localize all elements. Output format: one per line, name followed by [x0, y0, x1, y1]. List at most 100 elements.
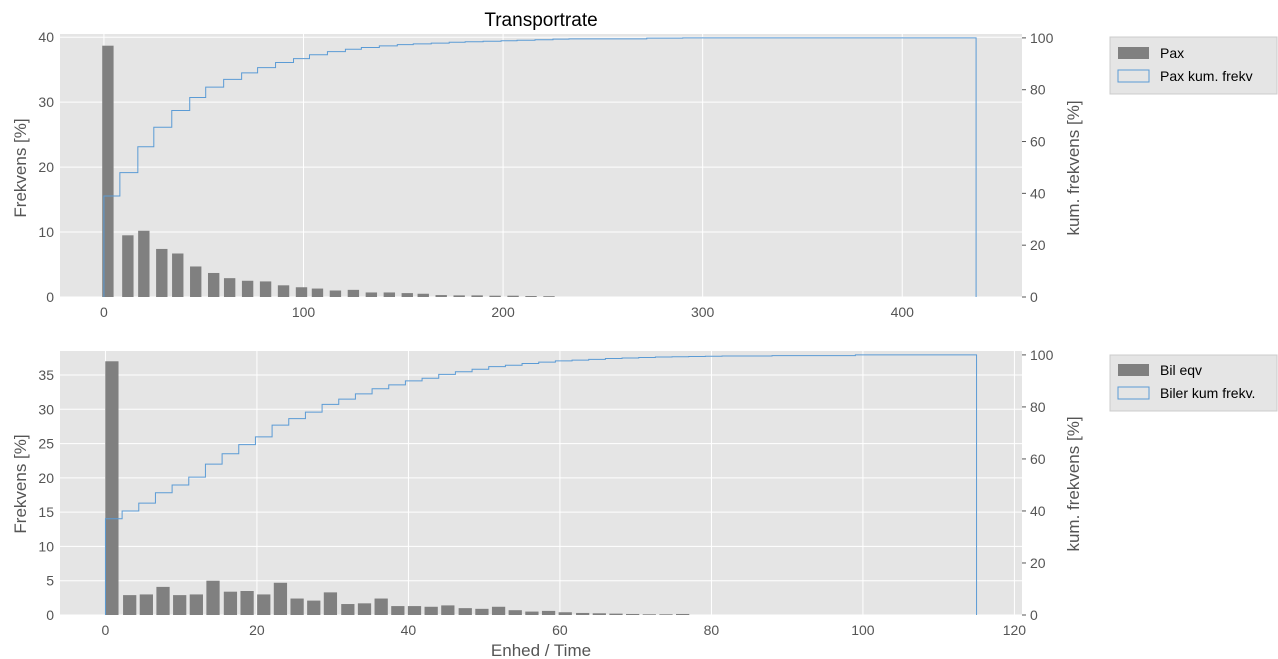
histogram-bar	[156, 248, 168, 297]
histogram-bar	[525, 296, 537, 297]
histogram-bar	[592, 613, 606, 615]
y2-tick-label: 100	[1030, 30, 1054, 46]
histogram-bar	[259, 281, 272, 297]
histogram-bar	[401, 293, 413, 297]
histogram-bar	[329, 290, 342, 297]
histogram-bar	[277, 285, 290, 297]
histogram-bar	[223, 591, 238, 615]
legend-label-bil: Bil eqv	[1160, 362, 1202, 378]
y-tick-label: 20	[38, 159, 54, 175]
cumulative-line	[104, 354, 978, 615]
y2-tick-label: 20	[1030, 237, 1046, 253]
y2-tick-label: 20	[1030, 555, 1046, 571]
bottom-panel: 0 20 40 60 80 100 1200510152025303502040608010…	[38, 347, 1053, 638]
histogram-bar	[453, 295, 465, 297]
legend-top: Pax Pax kum. frekv	[1109, 36, 1278, 95]
histogram-bar	[374, 598, 388, 615]
x-tick-label: 0	[100, 304, 108, 320]
plot-area	[60, 351, 1022, 615]
y-axis-label-bottom: Frekvens [%]	[11, 434, 30, 533]
histogram-bar	[102, 45, 114, 297]
histogram-bar	[172, 253, 184, 297]
x-tick-label: 120	[1003, 622, 1027, 638]
legend-label-bil-cum: Biler kum frekv.	[1160, 385, 1255, 401]
histogram-bar	[139, 594, 153, 615]
y2-tick-label: 40	[1030, 503, 1046, 519]
histogram-bar	[609, 613, 623, 615]
x-tick-label: 200	[491, 304, 515, 320]
y-axis-label-top: Frekvens [%]	[11, 118, 30, 217]
histogram-bar	[407, 606, 422, 615]
histogram-bar	[189, 594, 203, 615]
legend-frame	[1109, 36, 1278, 95]
histogram-bar	[659, 614, 673, 615]
y2-axis-label-top: kum. frekvens [%]	[1064, 100, 1083, 235]
histogram-bar	[642, 614, 656, 615]
x-tick-label: 40	[401, 622, 417, 638]
y-tick-label: 15	[38, 504, 54, 520]
histogram-bar	[273, 582, 288, 615]
y2-tick-label: 40	[1030, 185, 1046, 201]
cumulative-line	[103, 37, 977, 297]
histogram-bar	[489, 295, 501, 297]
histogram-bar	[383, 292, 396, 297]
histogram-bar	[122, 235, 134, 297]
x-tick-label: 80	[704, 622, 720, 638]
x-tick-label: 20	[249, 622, 265, 638]
histogram-bar	[295, 287, 308, 297]
histogram-bar	[471, 295, 483, 297]
histogram-bar	[206, 580, 220, 615]
legend-label-pax-cum: Pax kum. frekv	[1160, 68, 1253, 84]
y-tick-label: 30	[38, 94, 54, 110]
histogram-bar	[525, 611, 539, 615]
histogram-bar	[435, 295, 447, 297]
y2-tick-label: 0	[1030, 607, 1038, 623]
legend-swatch-pax	[1118, 47, 1149, 59]
y2-tick-label: 80	[1030, 82, 1046, 98]
histogram-bar	[105, 361, 119, 615]
y-tick-label: 0	[46, 289, 54, 305]
histogram-bar	[558, 612, 572, 615]
histogram-bar	[541, 610, 556, 615]
histogram-bar	[424, 606, 438, 615]
histogram-bar	[676, 613, 690, 615]
histogram-bar	[241, 280, 254, 297]
legend-swatch-bil-cum	[1117, 386, 1150, 400]
histogram-bar	[365, 292, 378, 297]
histogram-bar	[391, 606, 405, 615]
histogram-bar	[323, 592, 338, 615]
histogram-bar	[138, 230, 150, 297]
y-tick-label: 35	[38, 367, 54, 383]
y-tick-label: 10	[38, 224, 54, 240]
histogram-bar	[123, 595, 137, 615]
histogram-bar	[357, 603, 372, 615]
y2-tick-label: 60	[1030, 134, 1046, 150]
y-tick-label: 5	[46, 573, 54, 589]
legend-label-pax: Pax	[1160, 45, 1184, 61]
x-tick-label: 0	[102, 622, 110, 638]
x-tick-label: 100	[292, 304, 316, 320]
histogram-bar	[207, 272, 220, 297]
y-tick-label: 0	[46, 607, 54, 623]
histogram-bar	[507, 295, 519, 297]
histogram-bar	[626, 613, 640, 615]
histogram-bar	[458, 608, 472, 615]
x-tick-label: 300	[691, 304, 715, 320]
histogram-bar	[543, 296, 555, 297]
legend-swatch-bil	[1118, 364, 1149, 376]
y-tick-label: 30	[38, 401, 54, 417]
y2-tick-label: 100	[1030, 347, 1054, 363]
y-tick-label: 20	[38, 470, 54, 486]
x-tick-label: 100	[851, 622, 875, 638]
histogram-bar	[576, 612, 590, 615]
legend-bottom: Bil eqv Biler kum frekv.	[1109, 354, 1278, 412]
y-tick-label: 40	[38, 29, 54, 45]
histogram-bar	[290, 598, 304, 615]
y2-axis-label-bottom: kum. frekvens [%]	[1064, 416, 1083, 551]
histogram-bar	[156, 586, 170, 615]
histogram-bar	[173, 595, 187, 615]
histogram-bar	[508, 610, 522, 615]
histogram-bar	[307, 600, 321, 615]
